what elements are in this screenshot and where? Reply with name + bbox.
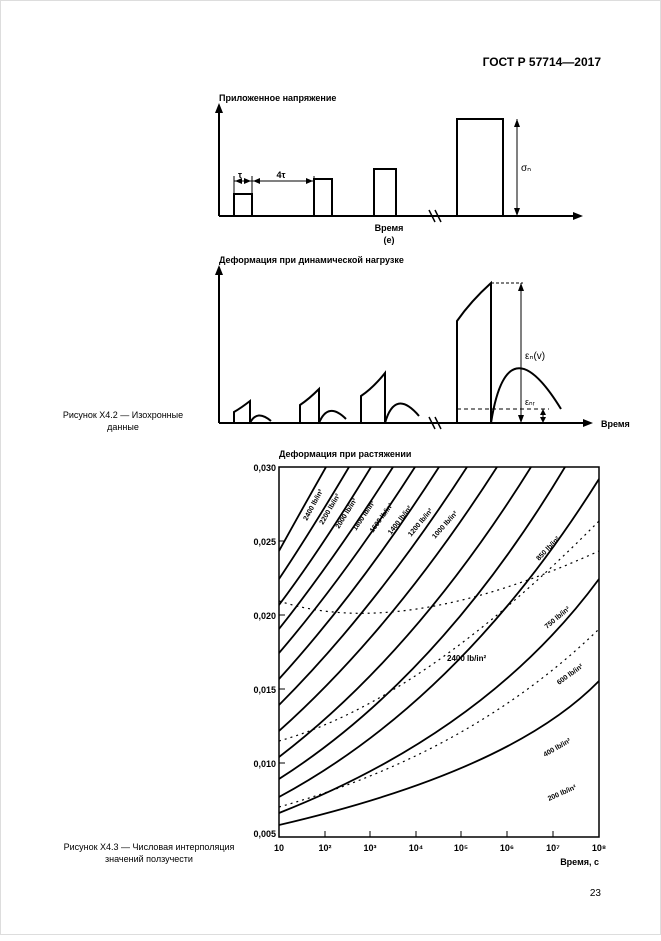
fig42-top-xlabel: Время xyxy=(375,223,404,233)
standard-header: ГОСТ Р 57714—2017 xyxy=(483,55,602,69)
fig43-title: Деформация при растяжении xyxy=(279,449,411,459)
fig43-caption-line1: Рисунок X4.3 — Числовая интерполяция xyxy=(64,842,235,852)
eps-nv-label: εₙ(v) xyxy=(525,351,545,362)
xtick-6: 10⁷ xyxy=(546,843,560,853)
fig43-center-label: 2400 lb/in² xyxy=(447,654,486,663)
xtick-3: 10⁴ xyxy=(409,843,423,853)
stress-label-8: 850 lb/in² xyxy=(535,535,562,562)
document-page: ГОСТ Р 57714—2017 Приложенное напряжение… xyxy=(0,0,661,935)
fig42-bot-xlabel: Время xyxy=(601,419,630,429)
ytick-0: 0,030 xyxy=(253,463,276,473)
tau-label: τ xyxy=(238,170,242,180)
ytick-4: 0,010 xyxy=(253,759,276,769)
xtick-2: 10³ xyxy=(363,843,376,853)
ytick-3: 0,015 xyxy=(253,685,276,695)
xtick-5: 10⁶ xyxy=(500,843,514,853)
page-number: 23 xyxy=(590,888,602,899)
fig42-top-title: Приложенное напряжение xyxy=(219,93,336,103)
fig42-caption-line1: Рисунок X4.2 — Изохронные xyxy=(63,410,183,420)
stress-label-10: 600 lb/in² xyxy=(556,663,585,687)
stress-label-12: 200 lb/in² xyxy=(547,784,578,803)
fig43-caption-line2: значений ползучести xyxy=(105,854,193,864)
eps-nr-label: εₙᵣ xyxy=(525,397,535,407)
fig42-top: Приложенное напряжение σₙ τ xyxy=(215,93,583,245)
xtick-0: 10 xyxy=(274,843,284,853)
fig43-xlabel: Время, с xyxy=(560,857,599,867)
fig42-bottom: Деформация при динамической нагрузке εₙ(… xyxy=(215,255,630,429)
fig42-sub-e: (e) xyxy=(384,235,395,245)
xtick-7: 10⁸ xyxy=(592,843,606,853)
fig42-mid-title: Деформация при динамической нагрузке xyxy=(219,255,404,265)
ytick-1: 0,025 xyxy=(253,537,276,547)
stress-label-11: 400 lb/in² xyxy=(543,737,573,759)
tau4-label: 4τ xyxy=(276,170,285,180)
xtick-4: 10⁵ xyxy=(454,843,468,853)
fig42-caption-line2: данные xyxy=(107,422,139,432)
page-svg: ГОСТ Р 57714—2017 Приложенное напряжение… xyxy=(1,1,661,936)
sigma-n-label: σₙ xyxy=(521,163,531,174)
xtick-1: 10² xyxy=(318,843,331,853)
ytick-2: 0,020 xyxy=(253,611,276,621)
ytick-5: 0,005 xyxy=(253,829,276,839)
fig43: Деформация при растяжении 0,030 0,025 0,… xyxy=(253,449,606,867)
